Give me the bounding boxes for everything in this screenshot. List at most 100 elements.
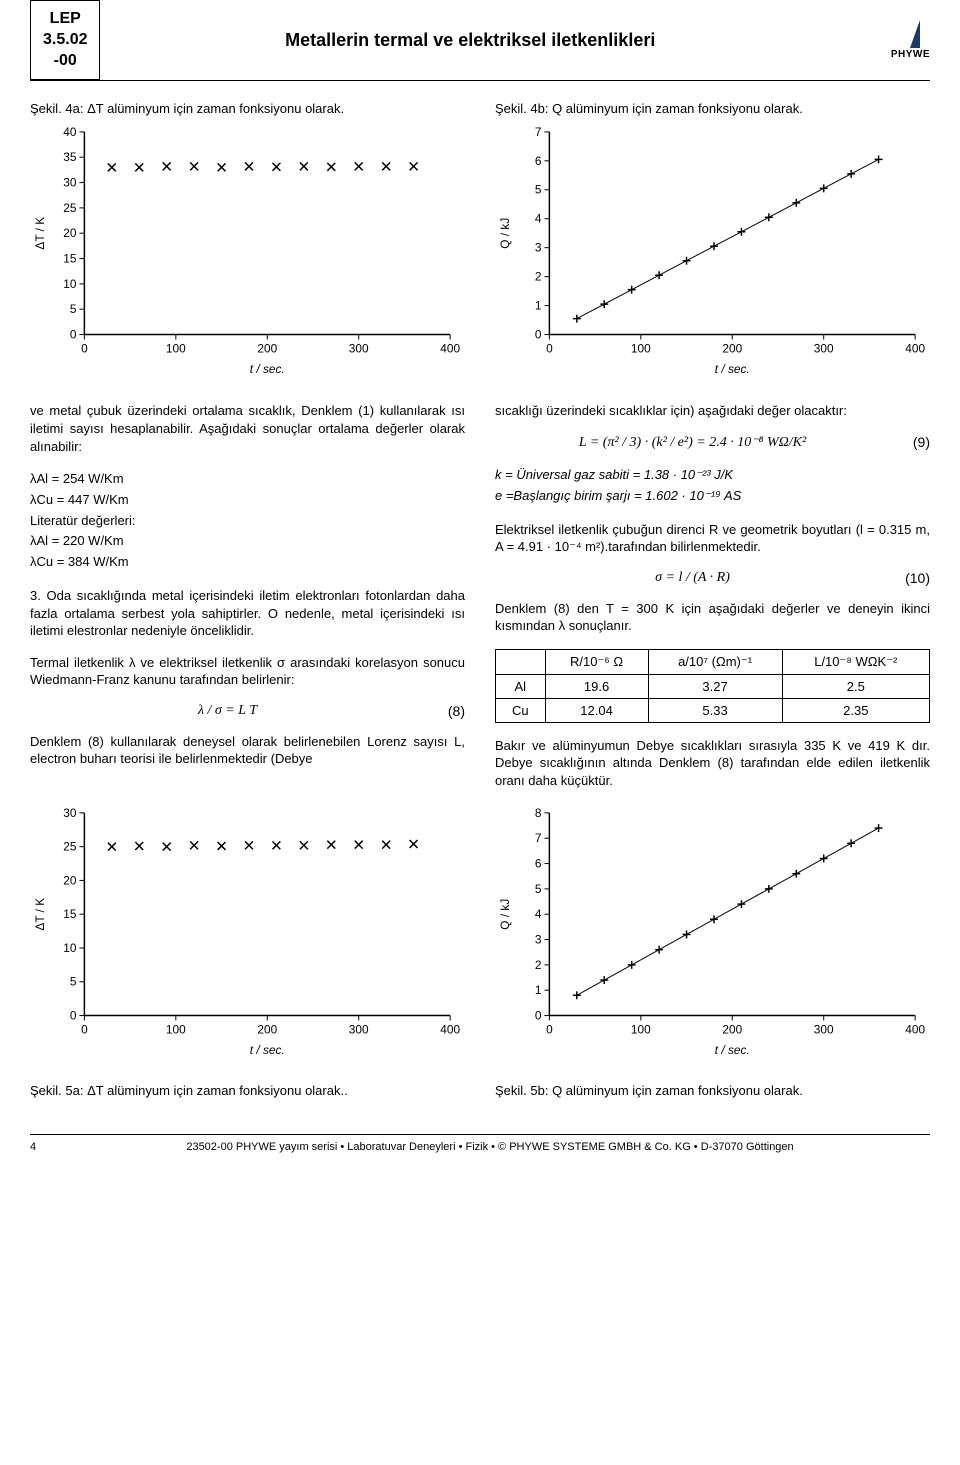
cell: 3.27 <box>648 674 782 698</box>
svg-text:0: 0 <box>81 342 88 356</box>
fig5-row: 0100200300400051015202530t / sec.ΔT / K … <box>30 803 930 1104</box>
eq9-number: (9) <box>890 434 930 450</box>
fig4a-caption: Şekil. 4a: ΔT alüminyum için zaman fonks… <box>30 101 465 116</box>
svg-text:25: 25 <box>63 201 77 215</box>
svg-text:10: 10 <box>63 277 77 291</box>
svg-text:8: 8 <box>535 806 542 820</box>
eq9-body: L = (π² / 3) · (k² / e²) = 2.4 · 10⁻⁸ WΩ… <box>495 434 890 451</box>
cell: 19.6 <box>545 674 648 698</box>
svg-text:t / sec.: t / sec. <box>715 1043 750 1057</box>
table-row: Cu 12.04 5.33 2.35 <box>496 698 930 722</box>
th-conductivity: a/10⁷ (Ωm)⁻¹ <box>648 649 782 674</box>
fig5a-col: 0100200300400051015202530t / sec.ΔT / K … <box>30 803 465 1104</box>
svg-text:300: 300 <box>349 1023 369 1037</box>
svg-text:35: 35 <box>63 151 77 165</box>
svg-text:0: 0 <box>81 1023 88 1037</box>
left-para-1: ve metal çubuk üzerindeki ortalama sıcak… <box>30 402 465 455</box>
svg-text:200: 200 <box>257 342 277 356</box>
th-resistance: R/10⁻⁶ Ω <box>545 649 648 674</box>
svg-text:30: 30 <box>63 176 77 190</box>
left-para-3: Termal iletkenlik λ ve elektriksel iletk… <box>30 654 465 689</box>
equation-10: σ = l / (A · R) (10) <box>495 570 930 586</box>
svg-text:100: 100 <box>166 342 186 356</box>
equation-9: L = (π² / 3) · (k² / e²) = 2.4 · 10⁻⁸ WΩ… <box>495 434 930 451</box>
svg-text:400: 400 <box>905 342 925 356</box>
right-para-3: Denklem (8) den T = 300 K için aşağıdaki… <box>495 600 930 635</box>
svg-text:300: 300 <box>814 342 834 356</box>
fig4a-col: Şekil. 4a: ΔT alüminyum için zaman fonks… <box>30 101 465 402</box>
code-line-1: LEP <box>43 9 87 30</box>
page: LEP 3.5.02 -00 Metallerin termal ve elek… <box>0 0 960 1173</box>
svg-text:100: 100 <box>631 342 651 356</box>
chart-4a: 01002003004000510152025303540t / sec.ΔT … <box>30 122 465 379</box>
svg-text:0: 0 <box>70 1009 77 1023</box>
svg-text:40: 40 <box>63 125 77 139</box>
svg-text:7: 7 <box>535 125 542 139</box>
logo-container: PHYWE <box>840 0 930 80</box>
right-column: sıcaklığı üzerindeki sıcaklıklar için) a… <box>495 402 930 803</box>
svg-text:400: 400 <box>440 1023 460 1037</box>
footer-text: 23502-00 PHYWE yayım serisi • Laboratuva… <box>50 1141 930 1153</box>
const-e: e =Başlangıç birim şarjı = 1.602 · 10⁻¹⁹… <box>495 486 930 507</box>
const-k: k = Üniversal gaz sabiti = 1.38 · 10⁻²³ … <box>495 465 930 486</box>
th-blank <box>496 649 546 674</box>
svg-text:100: 100 <box>631 1023 651 1037</box>
svg-text:200: 200 <box>257 1023 277 1037</box>
fig4b-col: Şekil. 4b: Q alüminyum için zaman fonksi… <box>495 101 930 402</box>
cell: 2.5 <box>782 674 929 698</box>
svg-text:15: 15 <box>63 252 77 266</box>
fig5b-caption: Şekil. 5b: Q alüminyum için zaman fonksi… <box>495 1083 930 1098</box>
left-column: ve metal çubuk üzerindeki ortalama sıcak… <box>30 402 465 803</box>
svg-text:5: 5 <box>535 882 542 896</box>
logo-triangle-icon <box>910 20 920 48</box>
svg-text:ΔT / K: ΔT / K <box>33 898 47 931</box>
svg-text:5: 5 <box>70 975 77 989</box>
svg-text:4: 4 <box>535 212 542 226</box>
logo-text: PHYWE <box>891 49 930 60</box>
lambda-al-lit: λAl = 220 W/Km <box>30 531 465 552</box>
svg-text:3: 3 <box>535 933 542 947</box>
cell: Al <box>496 674 546 698</box>
code-line-3: -00 <box>43 51 87 72</box>
svg-text:400: 400 <box>905 1023 925 1037</box>
svg-text:2: 2 <box>535 958 542 972</box>
cell: 2.35 <box>782 698 929 722</box>
svg-text:30: 30 <box>63 806 77 820</box>
chart-5b: 0100200300400012345678t / sec.Q / kJ <box>495 803 930 1060</box>
chart-4b: 010020030040001234567t / sec.Q / kJ <box>495 122 930 379</box>
fig5b-col: 0100200300400012345678t / sec.Q / kJ Şek… <box>495 803 930 1104</box>
svg-text:200: 200 <box>722 1023 742 1037</box>
svg-text:5: 5 <box>535 183 542 197</box>
right-para-2: Elektriksel iletkenlik çubuğun direnci R… <box>495 521 930 556</box>
left-para-2: 3. Oda sıcaklığında metal içerisindeki i… <box>30 587 465 640</box>
svg-text:0: 0 <box>70 328 77 342</box>
svg-text:20: 20 <box>63 874 77 888</box>
results-table: R/10⁻⁶ Ω a/10⁷ (Ωm)⁻¹ L/10⁻⁸ WΩK⁻² Al 19… <box>495 649 930 723</box>
text-block: ve metal çubuk üzerindeki ortalama sıcak… <box>30 402 930 803</box>
svg-text:6: 6 <box>535 154 542 168</box>
svg-text:7: 7 <box>535 832 542 846</box>
page-footer: 4 23502-00 PHYWE yayım serisi • Laboratu… <box>30 1134 930 1153</box>
code-line-2: 3.5.02 <box>43 30 87 51</box>
lambda-values: λAl = 254 W/Km λCu = 447 W/Km Literatür … <box>30 469 465 573</box>
svg-text:5: 5 <box>70 303 77 317</box>
lambda-cu-lit: λCu = 384 W/Km <box>30 552 465 573</box>
cell: 12.04 <box>545 698 648 722</box>
equation-8: λ / σ = L T (8) <box>30 703 465 719</box>
svg-text:4: 4 <box>535 908 542 922</box>
svg-text:ΔT / K: ΔT / K <box>33 217 47 250</box>
left-para-4: Denklem (8) kullanılarak deneysel olarak… <box>30 733 465 768</box>
cell: Cu <box>496 698 546 722</box>
svg-text:Q / kJ: Q / kJ <box>498 218 512 249</box>
fig4-row: Şekil. 4a: ΔT alüminyum için zaman fonks… <box>30 101 930 402</box>
page-number: 4 <box>30 1141 50 1153</box>
table-row: Al 19.6 3.27 2.5 <box>496 674 930 698</box>
eq10-body: σ = l / (A · R) <box>495 570 890 586</box>
right-para-4: Bakır ve alüminyumun Debye sıcaklıkları … <box>495 737 930 790</box>
literature-label: Literatür değerleri: <box>30 511 465 532</box>
page-header: LEP 3.5.02 -00 Metallerin termal ve elek… <box>30 0 930 81</box>
svg-text:2: 2 <box>535 270 542 284</box>
eq8-number: (8) <box>425 703 465 719</box>
svg-text:0: 0 <box>546 342 553 356</box>
lambda-cu-measured: λCu = 447 W/Km <box>30 490 465 511</box>
